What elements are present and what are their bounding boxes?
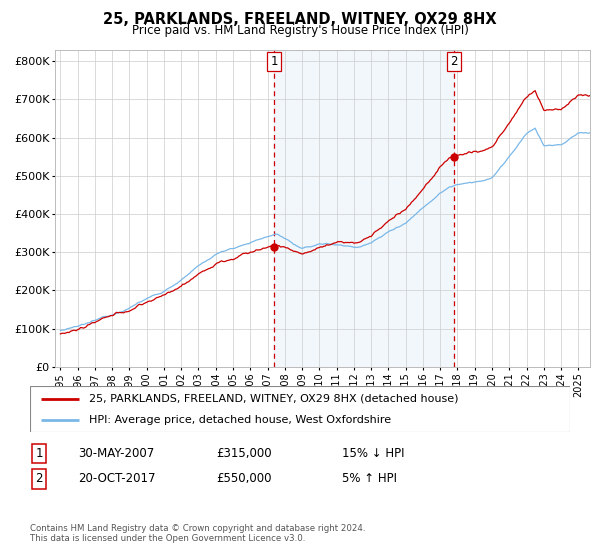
Text: 25, PARKLANDS, FREELAND, WITNEY, OX29 8HX (detached house): 25, PARKLANDS, FREELAND, WITNEY, OX29 8H…: [89, 394, 459, 404]
Text: HPI: Average price, detached house, West Oxfordshire: HPI: Average price, detached house, West…: [89, 415, 392, 425]
Text: 2: 2: [35, 472, 43, 486]
Text: £550,000: £550,000: [216, 472, 271, 486]
Text: £315,000: £315,000: [216, 447, 272, 460]
Text: 15% ↓ HPI: 15% ↓ HPI: [342, 447, 404, 460]
Text: This data is licensed under the Open Government Licence v3.0.: This data is licensed under the Open Gov…: [30, 534, 305, 543]
Text: 2: 2: [450, 54, 458, 68]
Text: 25, PARKLANDS, FREELAND, WITNEY, OX29 8HX: 25, PARKLANDS, FREELAND, WITNEY, OX29 8H…: [103, 12, 497, 27]
Text: Price paid vs. HM Land Registry's House Price Index (HPI): Price paid vs. HM Land Registry's House …: [131, 24, 469, 36]
Text: 20-OCT-2017: 20-OCT-2017: [78, 472, 155, 486]
Text: 1: 1: [271, 54, 278, 68]
Text: 5% ↑ HPI: 5% ↑ HPI: [342, 472, 397, 486]
Text: Contains HM Land Registry data © Crown copyright and database right 2024.: Contains HM Land Registry data © Crown c…: [30, 524, 365, 533]
Text: 30-MAY-2007: 30-MAY-2007: [78, 447, 154, 460]
Bar: [274, 50, 454, 367]
Text: 1: 1: [35, 447, 43, 460]
